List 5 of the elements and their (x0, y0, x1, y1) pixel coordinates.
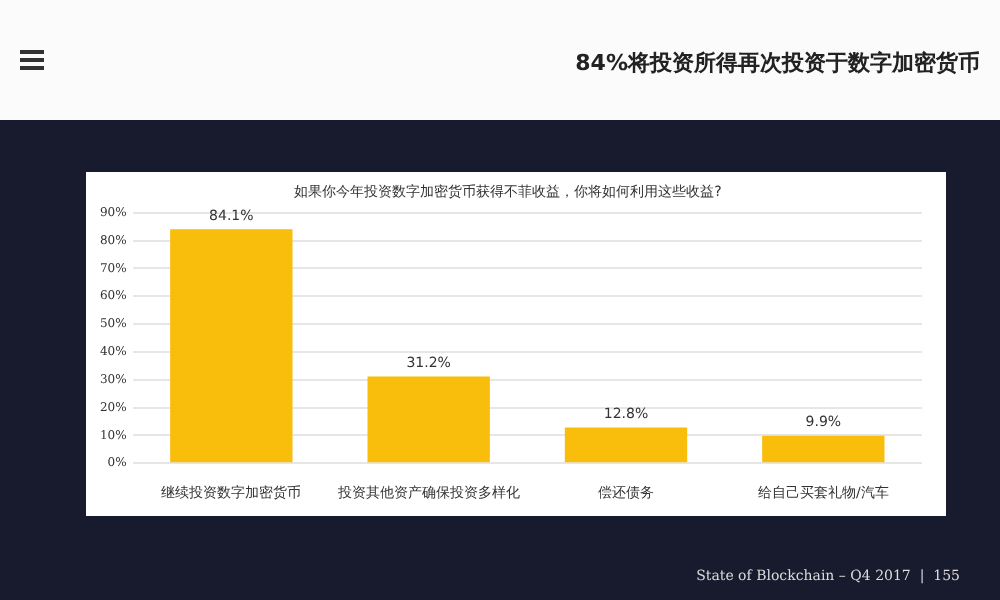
bar (762, 435, 885, 463)
bar (170, 229, 293, 463)
bar (367, 376, 490, 463)
bar (564, 427, 688, 463)
chart-title: 84%将投资所得再次投资于数字加密货币 (575, 48, 980, 78)
